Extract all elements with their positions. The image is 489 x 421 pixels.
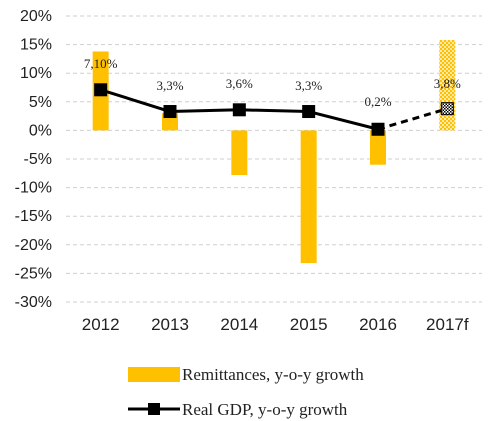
legend-label-remittances: Remittances, y-o-y growth: [182, 365, 364, 384]
gdp-marker: [232, 103, 246, 117]
legend-swatch-gdp-marker: [148, 403, 160, 415]
gdp-line-segment: [239, 108, 309, 114]
gdp-data-label: 0,2%: [364, 94, 391, 109]
y-tick-label: 5%: [29, 94, 52, 111]
remittances-bar: [300, 130, 317, 264]
remittances-bars: [92, 40, 456, 264]
y-tick-label: -15%: [15, 208, 52, 225]
gdp-line-segment: [169, 108, 240, 114]
y-tick-label: 15%: [20, 37, 52, 54]
legend: Remittances, y-o-y growth Real GDP, y-o-…: [128, 365, 364, 419]
y-tick-label: -25%: [15, 265, 52, 282]
gdp-line-segment-forecast: [377, 107, 448, 131]
legend-label-gdp: Real GDP, y-o-y growth: [182, 400, 348, 419]
remittances-bar: [370, 130, 386, 165]
y-axis: 20% 15% 10% 5% 0% -5% -10% -15% -20% -25% -30%: [15, 8, 52, 311]
gdp-marker: [302, 105, 316, 119]
gdp-marker: [371, 122, 385, 136]
gridlines: [66, 15, 482, 303]
x-axis: 2012 2013 2014 2015 2016 2017f: [82, 315, 469, 334]
gdp-data-label: 3,6%: [226, 76, 253, 91]
x-tick-label: 2017f: [426, 315, 469, 334]
gdp-line-segment: [308, 110, 379, 131]
x-tick-label: 2014: [220, 315, 258, 334]
y-tick-label: 20%: [20, 8, 52, 25]
y-tick-label: -30%: [15, 294, 52, 311]
y-tick-label: -20%: [15, 237, 52, 254]
x-tick-label: 2016: [359, 315, 397, 334]
gdp-marker: [94, 83, 108, 97]
gdp-line-segment: [100, 88, 171, 113]
y-tick-label: -5%: [24, 151, 52, 168]
gdp-line: [94, 83, 454, 136]
gdp-marker-forecast: [440, 102, 454, 116]
gdp-marker: [163, 105, 177, 119]
x-tick-label: 2012: [82, 315, 120, 334]
gdp-data-label: 3,8%: [434, 76, 461, 91]
legend-swatch-remittances: [128, 367, 180, 382]
x-tick-label: 2013: [151, 315, 189, 334]
remittances-bar: [231, 130, 248, 176]
gdp-data-label: 3,3%: [156, 78, 183, 93]
y-tick-label: 10%: [20, 65, 52, 82]
gdp-data-label: 3,3%: [295, 78, 322, 93]
y-tick-label: -10%: [15, 180, 52, 197]
gdp-data-label: 7,10%: [84, 56, 118, 71]
x-tick-label: 2015: [290, 315, 328, 334]
gdp-data-labels: 7,10% 3,3% 3,6% 3,3% 0,2% 3,8%: [84, 56, 461, 109]
y-tick-label: 0%: [29, 122, 52, 139]
